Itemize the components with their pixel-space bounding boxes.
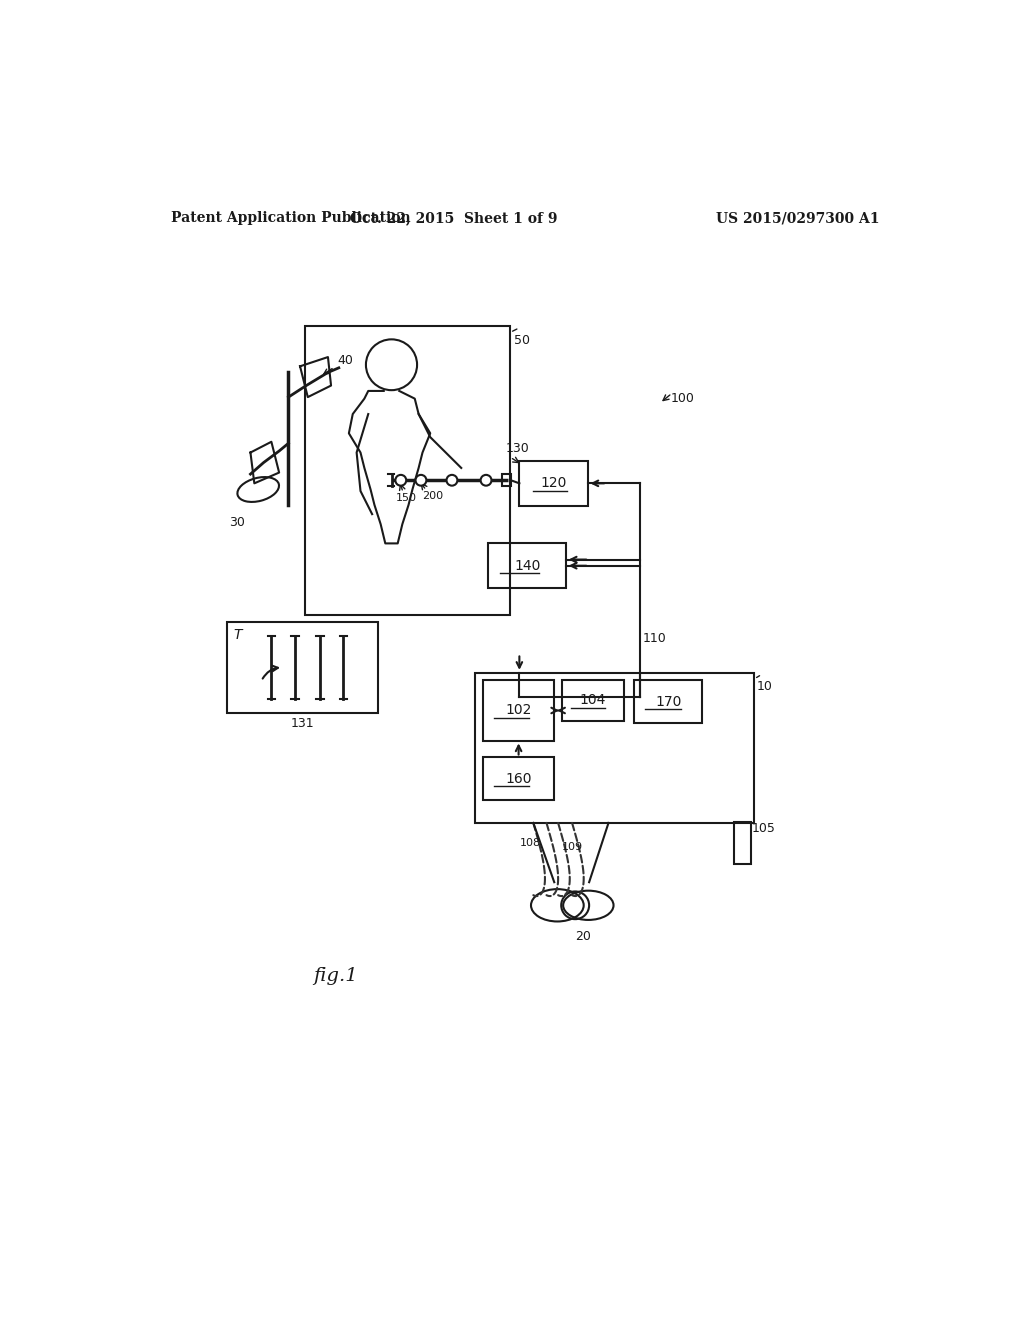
Bar: [227, 622, 378, 713]
Bar: [483, 681, 554, 741]
Text: 131: 131: [291, 717, 314, 730]
Text: 30: 30: [228, 516, 245, 529]
Bar: [305, 326, 510, 615]
Text: 40: 40: [324, 354, 353, 374]
Text: 108: 108: [520, 838, 541, 847]
Text: 130: 130: [506, 442, 529, 455]
Bar: [562, 681, 624, 721]
Circle shape: [416, 475, 426, 486]
Bar: [475, 673, 755, 822]
Bar: [519, 461, 588, 506]
Text: 102: 102: [506, 704, 531, 718]
Text: 20: 20: [575, 929, 591, 942]
Bar: [488, 544, 566, 589]
Circle shape: [480, 475, 492, 486]
Text: 110: 110: [643, 632, 667, 645]
Circle shape: [395, 475, 407, 486]
Bar: [634, 681, 702, 723]
Text: 100: 100: [671, 392, 694, 405]
Text: fig.1: fig.1: [313, 966, 358, 985]
Text: 109: 109: [562, 842, 583, 853]
Bar: [734, 822, 751, 865]
Text: Oct. 22, 2015  Sheet 1 of 9: Oct. 22, 2015 Sheet 1 of 9: [350, 211, 557, 226]
Bar: [502, 474, 511, 487]
Text: 170: 170: [655, 694, 681, 709]
Text: US 2015/0297300 A1: US 2015/0297300 A1: [716, 211, 880, 226]
Text: 104: 104: [580, 693, 606, 708]
Text: 105: 105: [752, 822, 776, 836]
Text: 120: 120: [541, 477, 566, 490]
Text: 200: 200: [423, 491, 443, 502]
Text: 10: 10: [757, 681, 772, 693]
Text: Patent Application Publication: Patent Application Publication: [171, 211, 411, 226]
Text: 50: 50: [514, 334, 530, 347]
Circle shape: [446, 475, 458, 486]
Text: 140: 140: [514, 558, 541, 573]
Text: 150: 150: [395, 494, 417, 503]
Text: T: T: [233, 628, 242, 642]
Text: 160: 160: [506, 772, 531, 785]
Bar: [483, 758, 554, 800]
